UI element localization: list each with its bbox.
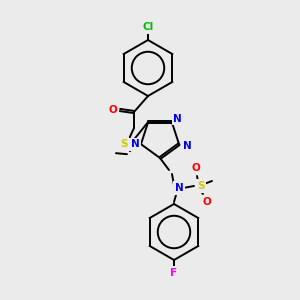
Text: F: F (170, 268, 178, 278)
Text: O: O (202, 197, 211, 207)
Text: S: S (197, 181, 205, 191)
Text: N: N (130, 139, 140, 149)
Text: N: N (173, 114, 182, 124)
Text: O: O (192, 163, 200, 173)
Text: Cl: Cl (142, 22, 154, 32)
Text: N: N (183, 141, 191, 151)
Text: O: O (109, 105, 117, 115)
Text: S: S (120, 139, 128, 149)
Text: N: N (175, 183, 183, 193)
